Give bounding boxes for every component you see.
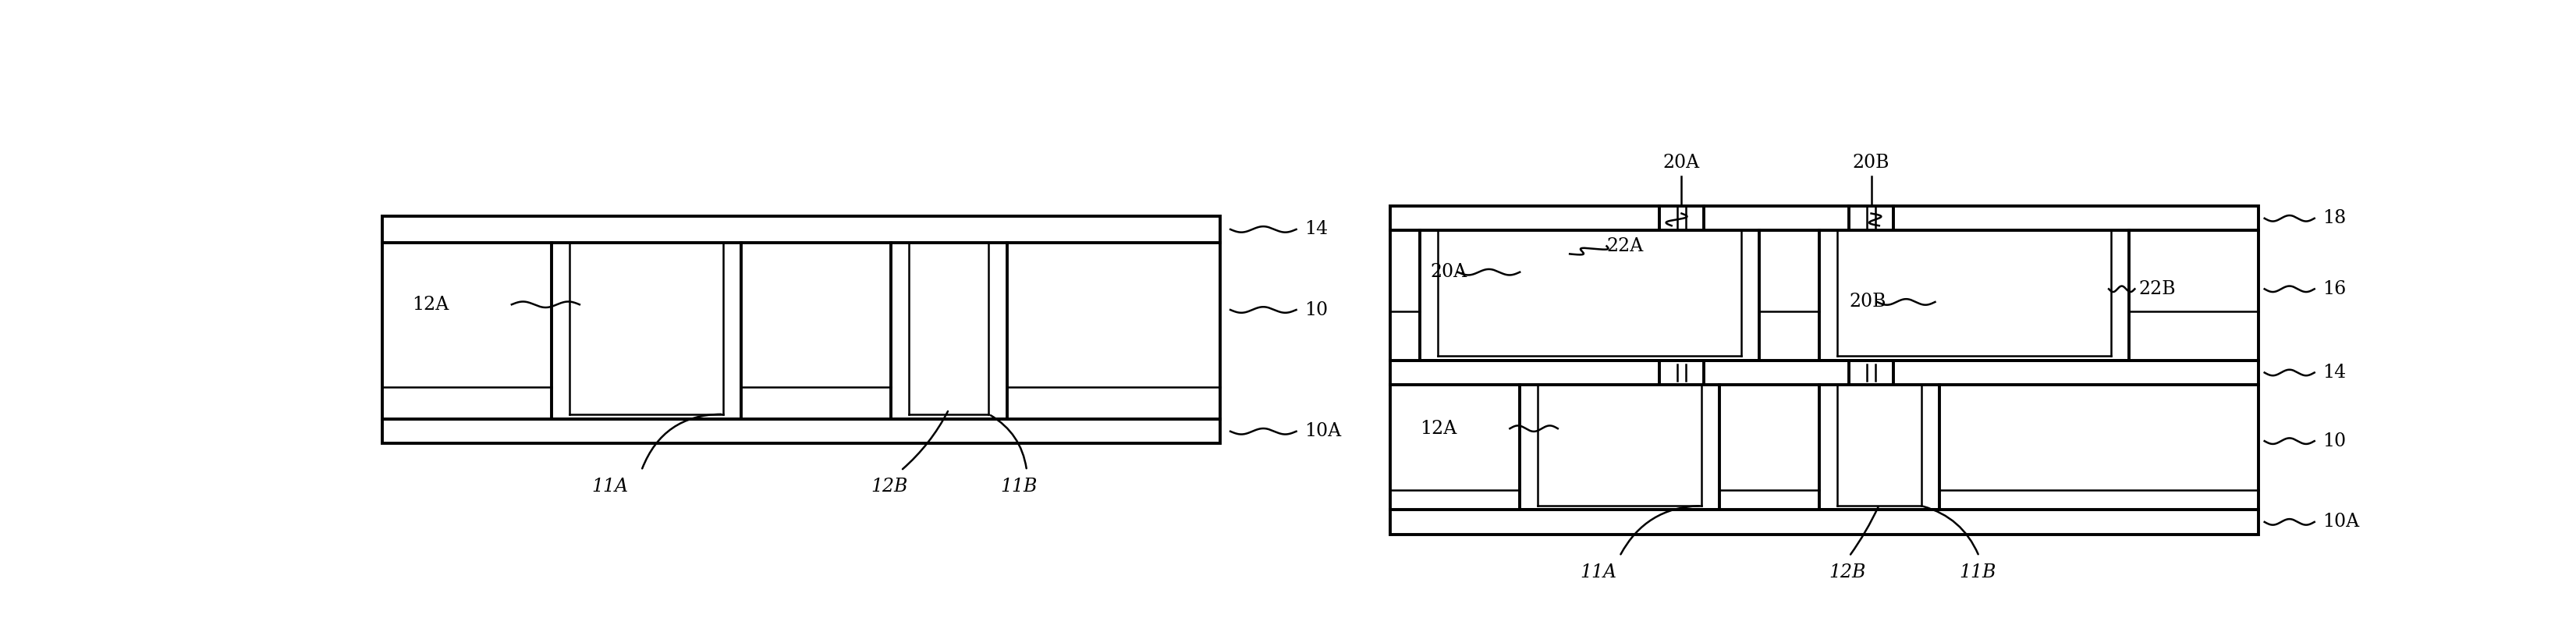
Text: 10A: 10A bbox=[1303, 422, 1342, 440]
Text: 12B: 12B bbox=[1829, 563, 1865, 581]
Bar bbox=[1391, 361, 2259, 385]
Text: 16: 16 bbox=[2324, 280, 2347, 298]
Text: 14: 14 bbox=[1303, 221, 1327, 239]
Text: 20B: 20B bbox=[1852, 154, 1891, 172]
Text: 10: 10 bbox=[2324, 432, 2347, 450]
Text: 22B: 22B bbox=[2138, 280, 2177, 298]
Text: 10: 10 bbox=[1303, 301, 1327, 319]
Bar bbox=[381, 216, 1221, 243]
Text: 10A: 10A bbox=[2324, 513, 2360, 531]
Text: 20B: 20B bbox=[1850, 293, 1886, 311]
Text: 11B: 11B bbox=[999, 478, 1038, 496]
Bar bbox=[1391, 206, 2259, 231]
Text: 12A: 12A bbox=[1419, 420, 1458, 438]
Text: 18: 18 bbox=[2324, 209, 2347, 227]
Text: 14: 14 bbox=[2324, 364, 2347, 382]
Bar bbox=[381, 419, 1221, 444]
Bar bbox=[381, 243, 1221, 419]
Text: 12B: 12B bbox=[871, 478, 907, 496]
Bar bbox=[1391, 509, 2259, 534]
Text: 11A: 11A bbox=[1579, 563, 1615, 581]
Text: 20A: 20A bbox=[1430, 263, 1466, 281]
Bar bbox=[1391, 385, 2259, 509]
Text: 11B: 11B bbox=[1960, 563, 1996, 581]
Bar bbox=[1391, 231, 2259, 361]
Text: 20A: 20A bbox=[1664, 154, 1700, 172]
Text: 11A: 11A bbox=[592, 478, 629, 496]
Text: 22A: 22A bbox=[1607, 237, 1643, 255]
Text: 12A: 12A bbox=[412, 296, 448, 314]
